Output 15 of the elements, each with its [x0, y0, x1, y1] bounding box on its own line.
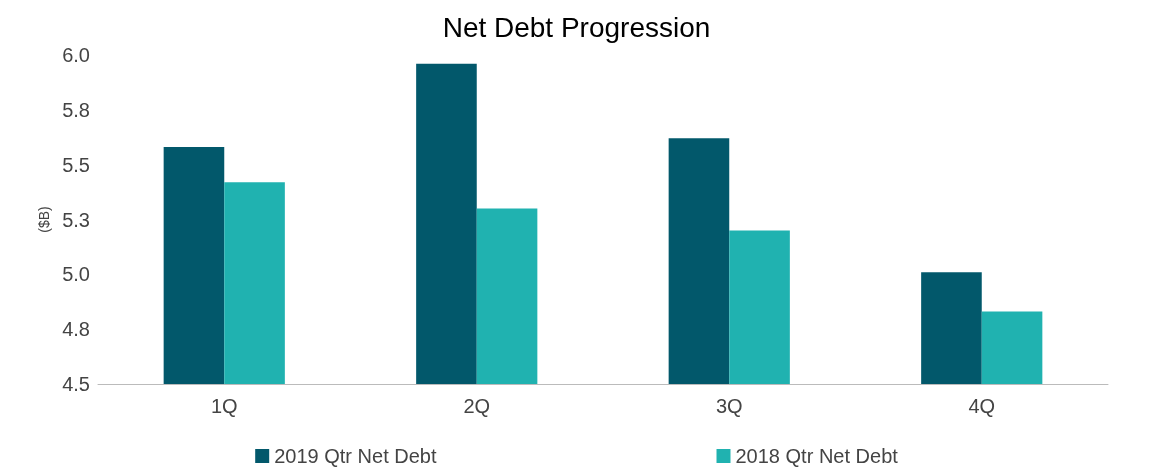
y-tick-label: 5.0 [62, 263, 90, 286]
y-tick-label: 6.0 [62, 44, 90, 66]
x-tick-label: 2Q [463, 395, 491, 417]
y-tick-label: 5.3 [62, 208, 90, 231]
x-tick-label: 1Q [210, 395, 238, 417]
x-tick-label: 4Q [968, 395, 996, 417]
y-tick-label: 5.5 [62, 153, 90, 176]
y-tick-label: 4.5 [62, 373, 90, 395]
legend-label: 2018 Qtr Net Debt [735, 445, 899, 467]
chart-title: Net Debt Progression [442, 11, 711, 43]
y-axis-title: ($B) [36, 206, 53, 233]
x-tick-label: 3Q [715, 395, 743, 417]
y-tick-label: 5.8 [62, 98, 90, 121]
legend-label: 2019 Qtr Net Debt [274, 445, 437, 467]
y-tick-label: 4.8 [62, 318, 90, 341]
